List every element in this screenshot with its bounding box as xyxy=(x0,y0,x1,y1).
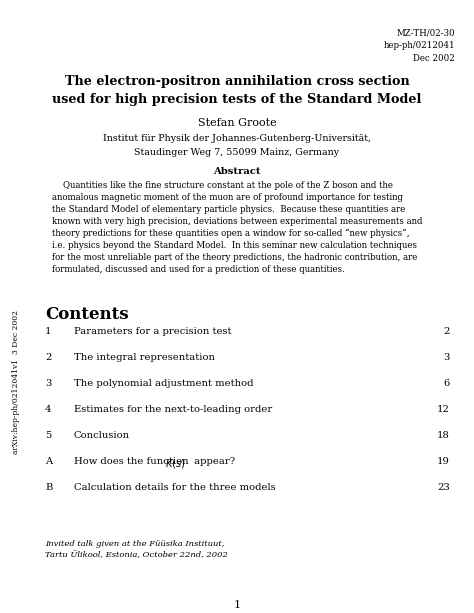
Text: Institut für Physik der Johannes-Gutenberg-Universität,: Institut für Physik der Johannes-Gutenbe… xyxy=(103,134,371,143)
Text: 1: 1 xyxy=(233,600,241,610)
Text: 12: 12 xyxy=(437,405,450,414)
Text: Quantities like the fine structure constant at the pole of the Z boson and the
a: Quantities like the fine structure const… xyxy=(52,181,422,274)
Text: How does the function: How does the function xyxy=(74,457,192,466)
Text: 1: 1 xyxy=(45,327,52,336)
Text: Estimates for the next-to-leading order: Estimates for the next-to-leading order xyxy=(74,405,272,414)
Text: B: B xyxy=(45,483,52,492)
Text: 4: 4 xyxy=(45,405,52,414)
Text: 3: 3 xyxy=(45,379,51,388)
Text: Calculation details for the three models: Calculation details for the three models xyxy=(74,483,275,492)
Text: Staudinger Weg 7, 55099 Mainz, Germany: Staudinger Weg 7, 55099 Mainz, Germany xyxy=(135,148,339,157)
Text: appear?: appear? xyxy=(191,457,235,466)
Text: $K(s)$: $K(s)$ xyxy=(165,457,186,470)
Text: The electron-positron annihilation cross section
used for high precision tests o: The electron-positron annihilation cross… xyxy=(52,75,422,105)
Text: Parameters for a precision test: Parameters for a precision test xyxy=(74,327,231,336)
Text: Abstract: Abstract xyxy=(213,167,261,176)
Text: arXiv:hep-ph/0212041v1  3 Dec 2002: arXiv:hep-ph/0212041v1 3 Dec 2002 xyxy=(12,310,20,454)
Text: A: A xyxy=(45,457,52,466)
Text: 23: 23 xyxy=(437,483,450,492)
Text: Contents: Contents xyxy=(45,306,128,323)
Text: Stefan Groote: Stefan Groote xyxy=(198,118,276,128)
Text: 2: 2 xyxy=(444,327,450,336)
Text: 18: 18 xyxy=(437,431,450,440)
Text: 5: 5 xyxy=(45,431,51,440)
Text: The polynomial adjustment method: The polynomial adjustment method xyxy=(74,379,254,388)
Text: Invited talk given at the Füüsika Instituut,
Tartu Ülikool, Estonia, October 22n: Invited talk given at the Füüsika Instit… xyxy=(45,540,228,559)
Text: 19: 19 xyxy=(437,457,450,466)
Text: The integral representation: The integral representation xyxy=(74,353,215,362)
Text: 2: 2 xyxy=(45,353,51,362)
Text: MZ-TH/02-30
hep-ph/0212041
Dec 2002: MZ-TH/02-30 hep-ph/0212041 Dec 2002 xyxy=(383,28,455,63)
Text: 6: 6 xyxy=(444,379,450,388)
Text: 3: 3 xyxy=(444,353,450,362)
Text: Conclusion: Conclusion xyxy=(74,431,130,440)
